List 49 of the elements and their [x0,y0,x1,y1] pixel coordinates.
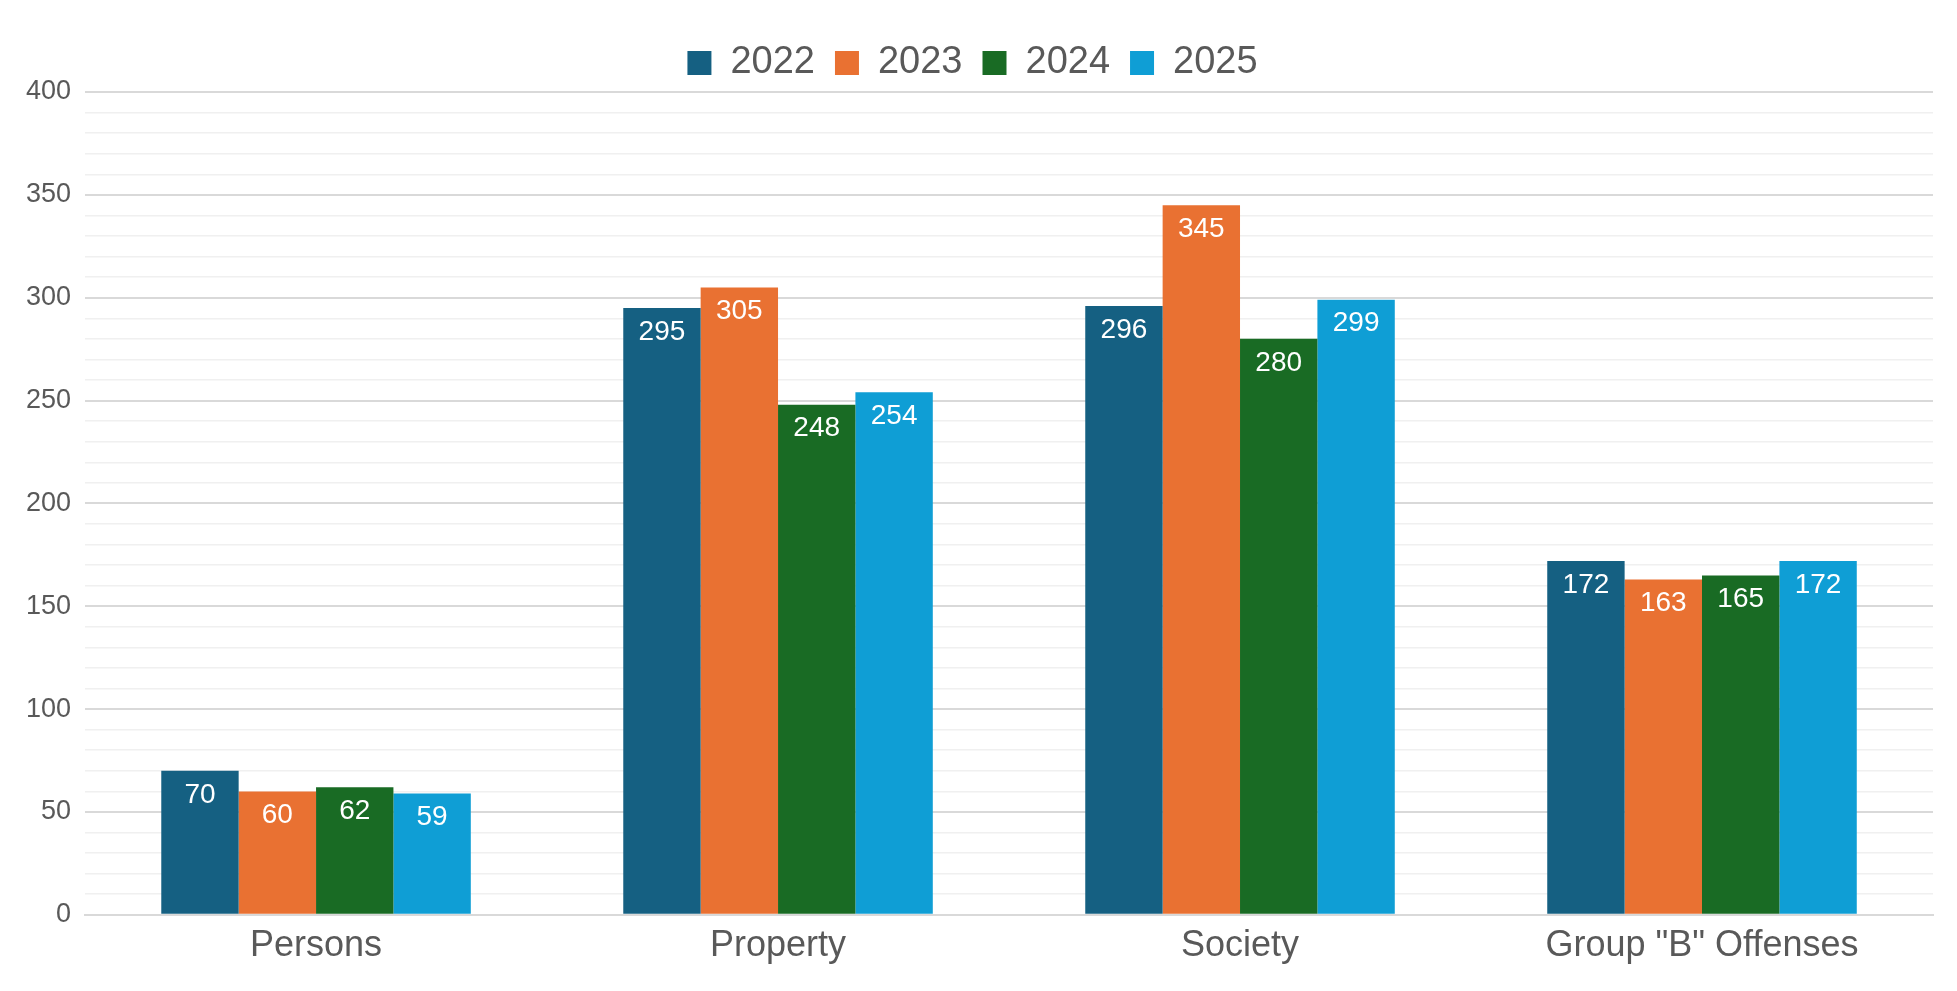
data-label: 280 [1255,345,1303,377]
y-tick-label: 0 [56,898,72,929]
legend-label: 2025 [1173,39,1258,82]
data-label: 305 [715,294,763,326]
data-label: 345 [1177,211,1225,243]
y-tick-label: 250 [25,384,72,414]
data-label: 172 [1562,567,1610,599]
bar [1240,338,1318,914]
data-label: 295 [638,314,686,346]
x-tick-label: Persons [250,923,383,965]
data-label: 299 [1332,306,1380,338]
bar [778,404,856,914]
bar [161,770,239,914]
data-label: 59 [416,800,448,832]
bar [393,793,471,914]
data-label: 163 [1639,586,1687,618]
bar [238,791,317,914]
bar [1085,305,1163,914]
bar [1162,205,1241,914]
legend-label: 2024 [1025,39,1111,82]
y-tick-label: 50 [41,795,72,826]
data-label: 62 [339,793,371,825]
bar [623,307,701,914]
bar [1547,561,1625,914]
data-label: 254 [870,399,918,431]
bar [1317,299,1395,914]
data-label: 70 [184,777,216,809]
bar [1779,561,1857,914]
y-tick-label: 100 [25,692,72,723]
legend-label: 2022 [730,39,815,82]
data-label: 172 [1794,567,1842,599]
x-tick-label: Group "B" Offenses [1545,923,1859,965]
x-tick-label: Property [710,923,847,965]
data-label: 60 [261,798,293,830]
bar [1624,579,1703,914]
y-tick-label: 400 [25,75,72,106]
y-tick-label: 150 [25,589,72,620]
y-tick-label: 350 [25,178,72,209]
data-label: 248 [793,411,841,443]
bar [700,287,779,914]
y-tick-label: 300 [25,281,72,312]
x-tick-label: Society [1180,923,1300,965]
y-tick-label: 200 [25,486,72,517]
bar [1702,575,1780,914]
data-label: 296 [1100,312,1148,344]
bar [855,392,933,914]
bar [316,787,394,914]
data-label: 165 [1717,582,1765,614]
legend-label: 2023 [877,39,963,82]
